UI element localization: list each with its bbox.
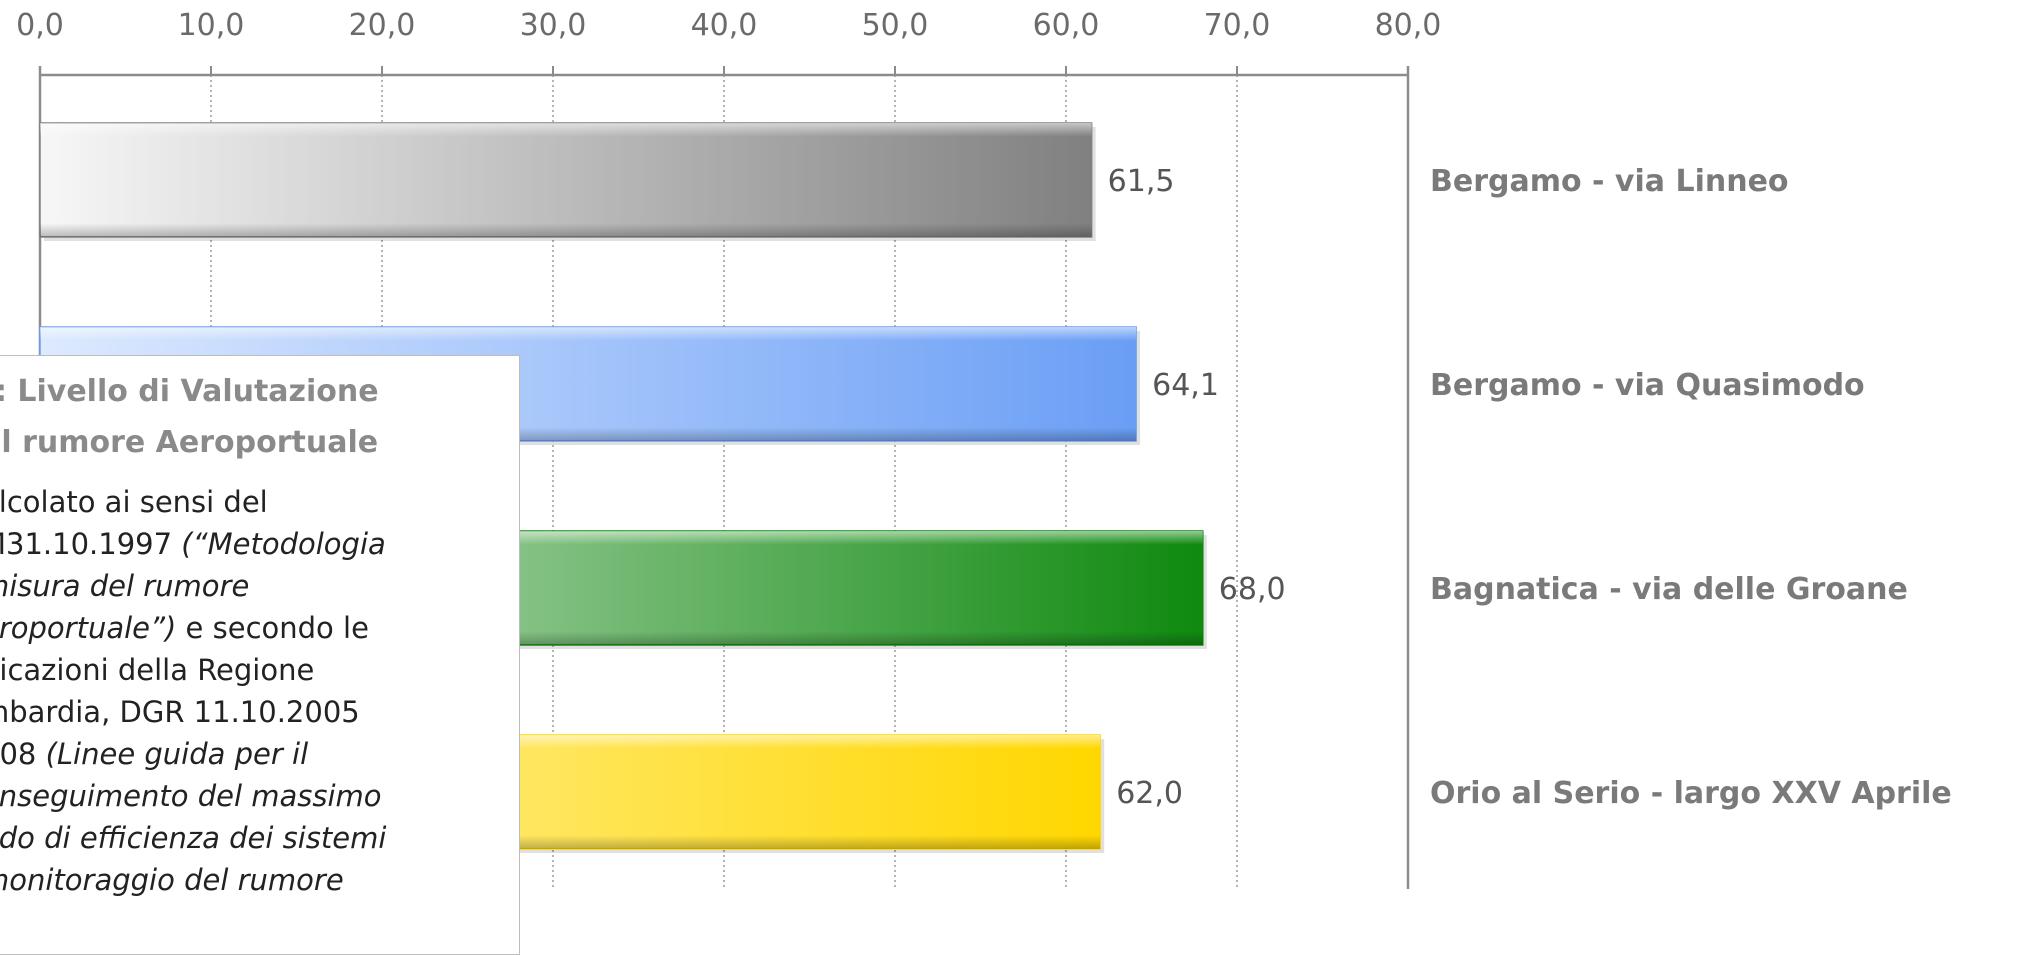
category-label: Orio al Serio - largo XXV Aprile bbox=[1430, 776, 1952, 811]
body-line-4: dicazioni della Regione bbox=[0, 653, 315, 687]
bar bbox=[39, 122, 1096, 241]
annotation-box: A: Livello di Valutazione el rumore Aero… bbox=[0, 355, 520, 955]
x-tick-label: 30,0 bbox=[520, 8, 587, 43]
annotation-body: alcolato ai sensi del M31.10.1997 (“Meto… bbox=[0, 481, 505, 901]
body-line-1: M31.10.1997 (“Metodologia bbox=[0, 527, 386, 561]
value-label: 64,1 bbox=[1152, 368, 1219, 403]
bar-shading bbox=[40, 123, 1092, 237]
body-line-3: eroportuale”) e secondo le bbox=[0, 611, 369, 645]
title-line-1: : Livello di Valutazione bbox=[0, 374, 379, 409]
x-tick-label: 20,0 bbox=[349, 8, 416, 43]
body-line-2: misura del rumore bbox=[0, 569, 250, 603]
x-tick-label: 0,0 bbox=[16, 8, 64, 43]
value-label: 62,0 bbox=[1116, 776, 1183, 811]
category-labels: Bergamo - via Linneo Bergamo - via Quasim… bbox=[1430, 164, 1952, 811]
title-line-2: el rumore Aeroportuale bbox=[0, 425, 379, 460]
body-line-9: monitoraggio del rumore bbox=[0, 863, 344, 897]
value-label: 68,0 bbox=[1219, 572, 1286, 607]
x-tick-label: 10,0 bbox=[178, 8, 245, 43]
x-axis: 0,0 10,0 20,0 30,0 40,0 50,0 60,0 70,0 80,0 bbox=[16, 8, 1441, 889]
body-line-8: ado di efficienza dei sistemi bbox=[0, 821, 387, 855]
category-label: Bergamo - via Quasimodo bbox=[1430, 368, 1865, 403]
x-tick-label: 50,0 bbox=[862, 8, 929, 43]
x-tick-label: 60,0 bbox=[1033, 8, 1100, 43]
x-tick-label: 80,0 bbox=[1375, 8, 1442, 43]
body-line-6: 808 (Linee guida per il bbox=[0, 737, 309, 771]
category-label: Bergamo - via Linneo bbox=[1430, 164, 1789, 199]
x-tick-label: 40,0 bbox=[691, 8, 758, 43]
value-label: 61,5 bbox=[1108, 164, 1175, 199]
annotation-title: A: Livello di Valutazione el rumore Aero… bbox=[0, 372, 505, 463]
category-label: Bagnatica - via delle Groane bbox=[1430, 572, 1908, 607]
body-line-5: mbardia, DGR 11.10.2005 bbox=[0, 695, 360, 729]
body-line-0: alcolato ai sensi del bbox=[0, 485, 268, 519]
value-labels: 61,5 64,1 68,0 62,0 bbox=[1108, 164, 1286, 811]
body-line-7: onseguimento del massimo bbox=[0, 779, 382, 813]
x-tick-label: 70,0 bbox=[1204, 8, 1271, 43]
